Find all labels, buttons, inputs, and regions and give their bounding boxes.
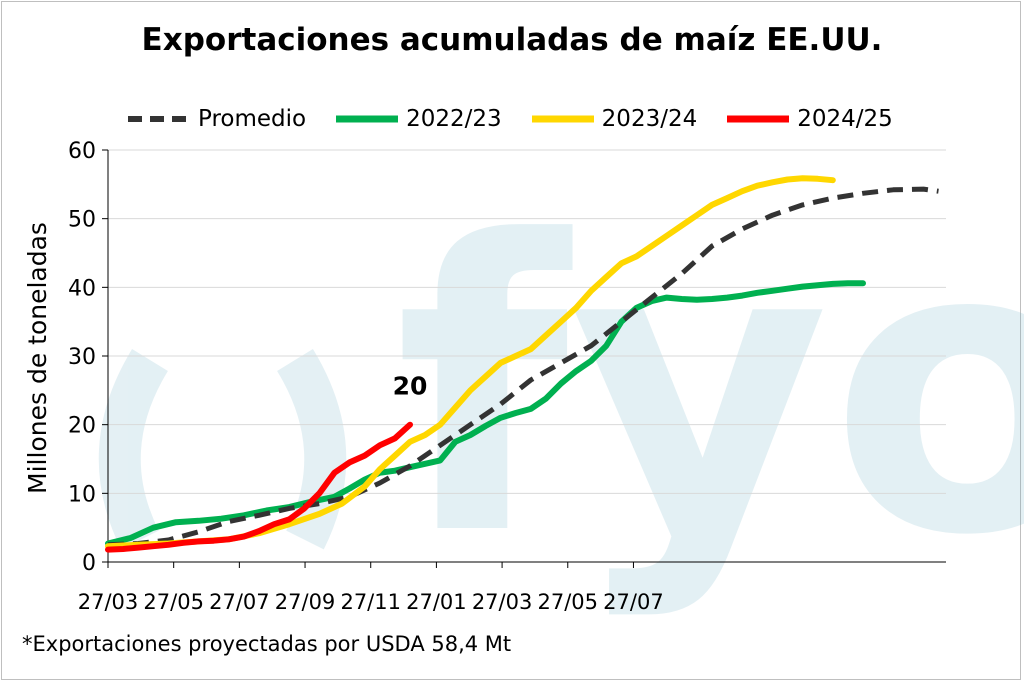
x-tick-label: 27/07	[209, 590, 270, 614]
chart-title: Exportaciones acumuladas de maíz EE.UU.	[141, 22, 883, 58]
grid	[108, 149, 946, 494]
legend-item-promedio: Promedio	[128, 106, 306, 132]
series-line-2022-23	[105, 280, 866, 547]
legend-swatch-2022-23	[336, 115, 399, 123]
series-line-2024-25	[105, 421, 413, 553]
y-tick-label: 10	[68, 482, 96, 507]
series-line-2023-24	[105, 175, 836, 550]
axes	[102, 149, 946, 568]
x-tick-label: 27/05	[538, 590, 599, 614]
y-tick-label: 40	[68, 276, 96, 301]
watermark-arc-left	[98, 349, 169, 550]
y-tick-labels: 0 10 20 30 40 50 60	[68, 139, 96, 576]
x-tick-label: 27/09	[275, 590, 336, 614]
y-tick-label: 50	[68, 208, 96, 233]
footnote: *Exportaciones proyectadas por USDA 58,4…	[22, 632, 512, 656]
watermark-text: fyo	[395, 158, 1024, 623]
x-tick-label: 27/05	[143, 590, 204, 614]
legend: Promedio 2022/23 2023/24 2024/25	[128, 102, 923, 136]
x-tick-label: 27/03	[78, 590, 139, 614]
x-tick-label: 27/07	[603, 590, 664, 614]
legend-label-promedio: Promedio	[198, 106, 307, 132]
legend-swatch-2024-25	[727, 115, 790, 123]
series-line-promedio	[107, 186, 939, 548]
legend-swatch-promedio	[128, 116, 190, 122]
legend-label-2024-25: 2024/25	[797, 106, 893, 132]
watermark-fyo: fyo	[98, 158, 1024, 623]
legend-label-2023-24: 2023/24	[601, 106, 698, 132]
legend-label-2022-23: 2022/23	[406, 106, 502, 132]
y-axis-label: Millones de toneladas	[23, 222, 52, 494]
y-tick-label: 20	[68, 414, 96, 439]
x-tick-label: 27/01	[406, 590, 467, 614]
x-tick-label: 27/03	[472, 590, 533, 614]
y-tick-label: 30	[68, 345, 96, 370]
legend-item-2023-24: 2023/24	[531, 106, 698, 132]
annotation-latest-value: 20	[393, 372, 428, 401]
x-tick-label: 27/11	[340, 590, 401, 614]
legend-item-2024-25: 2024/25	[727, 106, 893, 132]
x-tick-labels: 27/03 27/05 27/07 27/09 27/11 27/01 27/03 27/05…	[78, 590, 664, 614]
y-tick-label: 60	[68, 139, 96, 164]
series-lines	[105, 175, 939, 553]
y-tick-label: 0	[82, 551, 96, 576]
legend-item-2022-23: 2022/23	[336, 106, 502, 132]
legend-swatch-2023-24	[531, 115, 594, 123]
